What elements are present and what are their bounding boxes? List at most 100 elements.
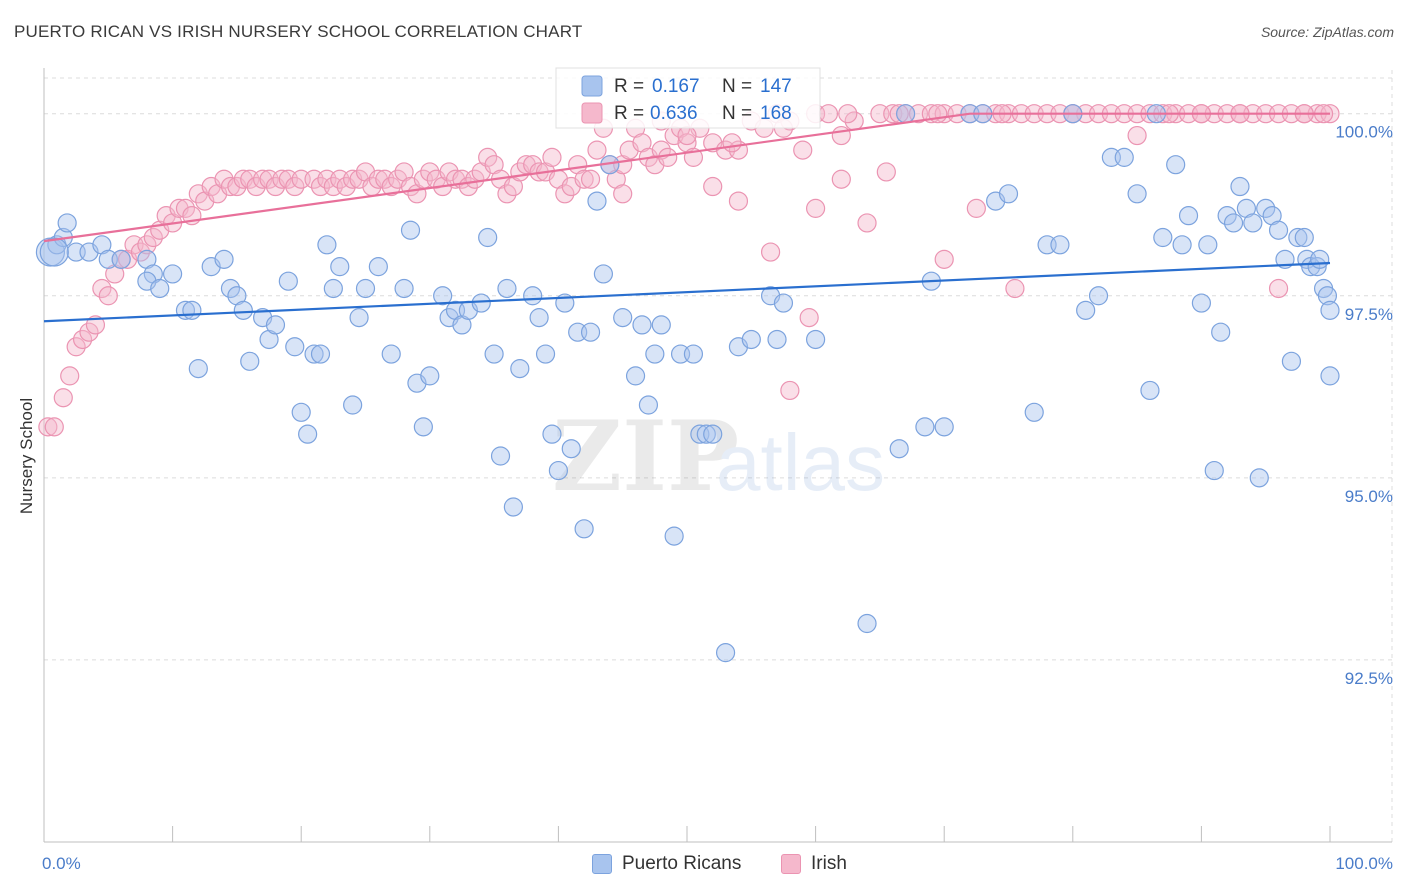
puerto-rican-point — [587, 191, 607, 211]
puerto-rican-point — [580, 322, 601, 342]
puerto-rican-point — [1153, 227, 1173, 248]
puerto-rican-point — [330, 257, 350, 277]
irish-point — [98, 286, 118, 306]
puerto-rican-point — [1288, 227, 1308, 248]
puerto-rican-point — [645, 344, 665, 364]
puerto-rican-point — [1320, 300, 1340, 320]
puerto-rican-point — [150, 278, 170, 299]
puerto-rican-point — [240, 351, 260, 371]
legend-label-irish: Irish — [811, 853, 847, 874]
irish-point — [381, 176, 401, 197]
puerto-rican-points — [35, 104, 1340, 663]
puerto-rican-point — [664, 526, 684, 546]
legend-pink-n-value: 168 — [760, 103, 792, 124]
puerto-rican-point — [1223, 213, 1244, 233]
puerto-rican-point — [1178, 206, 1199, 226]
puerto-rican-point — [548, 460, 569, 481]
irish-point — [831, 169, 851, 189]
puerto-rican-point — [998, 184, 1019, 204]
puerto-rican-point — [343, 395, 363, 415]
puerto-rican-point — [625, 366, 646, 386]
irish-point — [574, 169, 594, 189]
puerto-rican-point — [715, 643, 736, 663]
puerto-rican-point — [304, 344, 324, 364]
puerto-rican-point — [285, 337, 305, 357]
irish-point — [44, 417, 64, 437]
irish-point — [497, 184, 517, 204]
irish-point — [857, 213, 877, 233]
puerto-rican-point — [1320, 366, 1340, 386]
puerto-rican-point — [349, 308, 369, 328]
puerto-rican-point — [523, 286, 543, 306]
puerto-rican-point — [278, 271, 298, 291]
puerto-rican-point — [632, 315, 652, 335]
puerto-rican-point — [741, 329, 761, 350]
irish-point — [677, 125, 697, 146]
irish-point — [143, 227, 163, 248]
legend-bottom: Puerto Ricans Irish — [0, 850, 1406, 880]
irish-point — [780, 380, 800, 401]
x-tick-label-start: 0.0% — [42, 854, 81, 873]
irish-point — [703, 176, 723, 197]
irish-point — [38, 417, 58, 437]
watermark-atlas: atlas — [716, 418, 885, 507]
irish-point — [580, 169, 601, 189]
irish-point — [420, 162, 440, 182]
puerto-rican-point — [182, 300, 202, 320]
x-tick-label-end: 100.0% — [1335, 854, 1393, 873]
trend-lines — [43, 112, 1331, 323]
legend-label-puerto-ricans: Puerto Ricans — [622, 853, 742, 874]
legend-blue-r-value: 0.167 — [652, 76, 700, 97]
puerto-rican-point — [394, 278, 414, 299]
irish-point — [838, 104, 858, 124]
irish-point — [92, 278, 112, 299]
irish-point — [793, 140, 813, 160]
legend-blue-n-value: 147 — [760, 76, 792, 97]
watermark: ZIP atlas — [552, 400, 885, 513]
puerto-rican-point — [317, 235, 337, 255]
puerto-rican-point — [1211, 322, 1231, 342]
puerto-rican-point — [1317, 286, 1338, 306]
irish-point — [478, 147, 498, 167]
puerto-rican-point — [1172, 235, 1192, 255]
puerto-rican-point — [1024, 402, 1044, 422]
puerto-rican-point — [1050, 235, 1070, 255]
irish-point — [1268, 278, 1289, 299]
puerto-rican-point — [529, 308, 549, 328]
puerto-rican-trend-line — [43, 261, 1331, 323]
legend-pink-swatch — [581, 102, 603, 124]
puerto-rican-point — [503, 497, 523, 517]
puerto-rican-point — [1230, 176, 1250, 197]
puerto-rican-point — [896, 104, 916, 124]
puerto-rican-point — [561, 439, 581, 459]
puerto-rican-point — [683, 344, 704, 364]
irish-point — [966, 198, 986, 218]
puerto-rican-point — [934, 417, 954, 437]
irish-point — [137, 235, 157, 255]
irish-point — [285, 176, 305, 197]
irish-point — [53, 388, 73, 408]
irish-point — [79, 322, 99, 342]
legend-pink-r-label: R = — [614, 103, 644, 124]
puerto-rican-point — [310, 344, 331, 364]
watermark-zip: ZIP — [552, 400, 739, 513]
puerto-rican-point — [1088, 286, 1109, 306]
legend-pink-n-label: N = — [722, 103, 752, 124]
puerto-rican-point — [1191, 293, 1212, 313]
puerto-rican-point — [857, 613, 877, 634]
tick-labels: 92.5% 95.0% 97.5% 100.0% 0.0% 100.0% — [42, 123, 1393, 873]
puerto-rican-point — [535, 344, 556, 364]
puerto-rican-point — [355, 278, 376, 299]
puerto-rican-point — [1217, 206, 1237, 226]
puerto-rican-point — [368, 257, 388, 277]
puerto-rican-point — [1166, 155, 1186, 175]
puerto-rican-point — [111, 249, 131, 269]
puerto-rican-point — [484, 344, 504, 364]
irish-point — [613, 184, 633, 204]
puerto-rican-point — [1140, 380, 1160, 401]
puerto-rican-point — [574, 519, 594, 539]
chart-source: Source: ZipAtlas.com — [1260, 24, 1394, 40]
puerto-rican-point — [767, 329, 787, 350]
irish-trend-line — [43, 112, 1330, 243]
legend-pink-r-value: 0.636 — [650, 103, 698, 124]
